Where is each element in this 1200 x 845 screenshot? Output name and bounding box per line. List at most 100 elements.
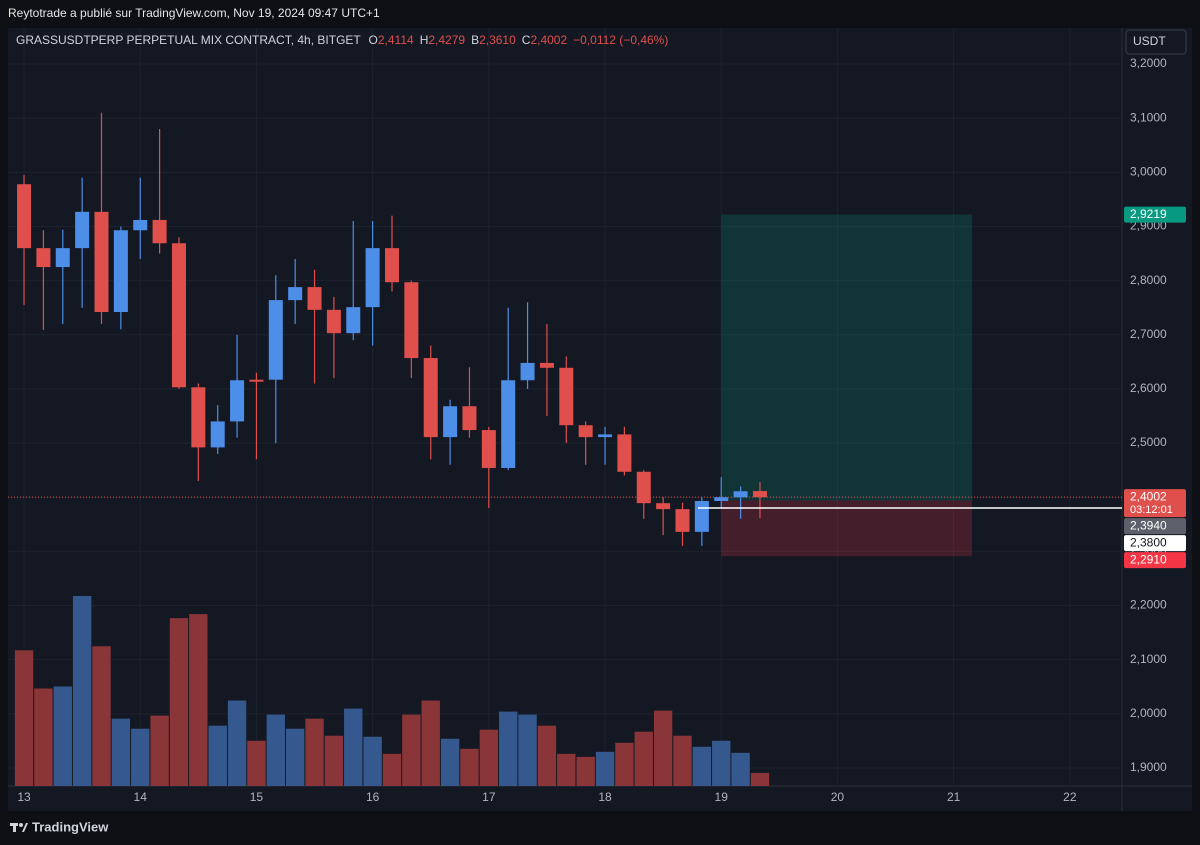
volume-bar bbox=[14, 650, 34, 786]
volume-bar bbox=[382, 753, 402, 786]
candle-body bbox=[539, 362, 554, 368]
x-tick-label: 17 bbox=[482, 790, 496, 804]
candle-body bbox=[230, 380, 245, 422]
x-tick-label: 22 bbox=[1063, 790, 1077, 804]
legend-value: 2,4279 bbox=[428, 33, 465, 47]
volume-bar bbox=[479, 729, 499, 786]
candle-body bbox=[752, 491, 767, 498]
y-tick-label: 2,1000 bbox=[1130, 652, 1167, 666]
volume-bar bbox=[673, 735, 692, 786]
candle-body bbox=[152, 219, 167, 244]
candle-body bbox=[307, 287, 322, 310]
price-tag bbox=[1124, 535, 1186, 552]
volume-bar bbox=[731, 752, 750, 786]
volume-bar bbox=[247, 740, 266, 786]
price-tag bbox=[1124, 552, 1186, 569]
candle-body bbox=[36, 248, 51, 268]
price-tag bbox=[1124, 206, 1186, 223]
price-tag bbox=[1124, 489, 1186, 518]
candle-body bbox=[404, 282, 419, 359]
volume-bar bbox=[92, 646, 111, 786]
volume-bar bbox=[34, 688, 53, 786]
y-tick-label: 1,9000 bbox=[1130, 760, 1167, 774]
price-tag-label: 2,4002 bbox=[1130, 489, 1167, 503]
candle-body bbox=[365, 248, 380, 308]
x-tick-label: 14 bbox=[134, 790, 148, 804]
price-tag bbox=[1124, 518, 1186, 535]
volume-bar bbox=[712, 740, 731, 786]
volume-bar bbox=[227, 700, 247, 786]
volume-bar bbox=[518, 714, 537, 786]
price-tag-label: 2,3800 bbox=[1130, 535, 1167, 549]
candle-body bbox=[733, 491, 748, 498]
volume-bar bbox=[189, 614, 208, 786]
volume-bar bbox=[266, 714, 285, 786]
x-tick-label: 18 bbox=[598, 790, 612, 804]
candle-body bbox=[210, 421, 225, 448]
volume-bar bbox=[324, 735, 344, 786]
candle-body bbox=[559, 367, 574, 426]
profit-zone bbox=[721, 214, 972, 501]
volume-bar bbox=[305, 718, 324, 786]
candle-body bbox=[288, 287, 303, 301]
x-tick-label: 16 bbox=[366, 790, 380, 804]
currency[interactable]: USDT bbox=[1133, 34, 1166, 48]
x-tick-label: 21 bbox=[947, 790, 961, 804]
candle-body bbox=[520, 362, 535, 381]
legend-key: H bbox=[420, 33, 429, 47]
y-tick-label: 2,0000 bbox=[1130, 706, 1167, 720]
volume-bar bbox=[653, 710, 673, 786]
volume-bar bbox=[150, 715, 169, 786]
y-tick-label: 2,2000 bbox=[1130, 598, 1167, 612]
logo bbox=[10, 823, 28, 832]
candle-body bbox=[694, 501, 709, 532]
legend-value: 2,3610 bbox=[479, 33, 516, 47]
volume-bar bbox=[750, 772, 770, 786]
candle-body bbox=[578, 425, 593, 438]
brand: TradingView bbox=[32, 819, 109, 834]
y-tick-label: 3,0000 bbox=[1130, 164, 1167, 178]
currency-box[interactable] bbox=[1125, 29, 1187, 55]
legend-value: 2,4002 bbox=[530, 33, 567, 47]
volume-bar bbox=[634, 731, 653, 786]
y-tick-label: 2,5000 bbox=[1130, 435, 1167, 449]
legend-symbol: GRASSUSDTPERP PERPETUAL MIX CONTRACT, 4h… bbox=[16, 33, 361, 47]
candle-body bbox=[656, 503, 671, 510]
candle-body bbox=[617, 434, 632, 472]
y-tick-label: 2,6000 bbox=[1130, 381, 1167, 395]
legend-key: B bbox=[471, 33, 479, 47]
volume-bar bbox=[557, 753, 576, 786]
loss-zone bbox=[721, 500, 972, 557]
attribution: Reytotrade a publié sur TradingView.com,… bbox=[8, 6, 380, 20]
volume-bar bbox=[363, 736, 382, 786]
price-tag-label: 2,9219 bbox=[1130, 207, 1167, 221]
candle-body bbox=[598, 434, 613, 438]
volume-bar bbox=[111, 718, 131, 786]
candle-body bbox=[133, 219, 148, 231]
volume-bar bbox=[460, 748, 479, 786]
volume-bar bbox=[169, 618, 189, 786]
volume-bar bbox=[344, 708, 363, 786]
x-tick-label: 15 bbox=[250, 790, 264, 804]
candle-body bbox=[249, 379, 264, 382]
price-tag-label: 2,3940 bbox=[1130, 518, 1167, 532]
volume-bar bbox=[285, 728, 305, 786]
countdown: 03:12:01 bbox=[1130, 504, 1173, 516]
legend-key: O bbox=[369, 33, 378, 47]
volume-bar bbox=[499, 711, 518, 786]
legend-key: C bbox=[522, 33, 531, 47]
legend-value: 2,4114 bbox=[378, 33, 414, 47]
x-tick-label: 19 bbox=[715, 790, 729, 804]
volume-bar bbox=[615, 742, 634, 786]
y-tick-label: 3,2000 bbox=[1130, 56, 1167, 70]
price-tag-label: 2,2910 bbox=[1130, 552, 1167, 566]
volume-bar bbox=[208, 725, 227, 786]
candle-body bbox=[385, 248, 400, 283]
candle-body bbox=[462, 406, 477, 431]
volume-bar bbox=[692, 746, 712, 786]
candle-body bbox=[55, 248, 70, 268]
volume-bar bbox=[440, 738, 460, 786]
candle-body bbox=[75, 211, 90, 249]
legend: GRASSUSDTPERP PERPETUAL MIX CONTRACT, 4h… bbox=[16, 33, 668, 47]
